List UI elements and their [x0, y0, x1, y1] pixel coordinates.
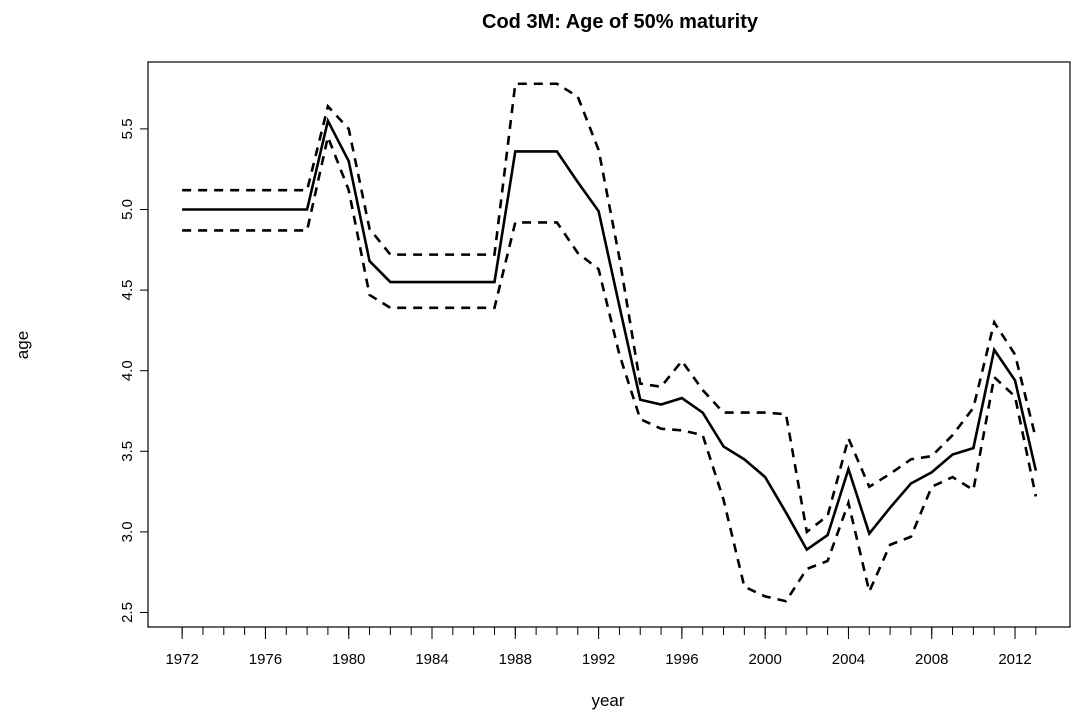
x-tick-label: 1976: [249, 651, 282, 668]
y-tick-label: 2.5: [119, 602, 136, 623]
x-tick-label: 1988: [499, 651, 532, 668]
y-tick-label: 3.5: [119, 441, 136, 462]
x-tick-label: 2000: [748, 651, 781, 668]
y-tick-label: 4.5: [119, 280, 136, 301]
x-axis-label: year: [591, 691, 624, 710]
y-tick-label: 5.5: [119, 118, 136, 139]
x-tick-label: 2004: [832, 651, 865, 668]
chart-title: Cod 3M: Age of 50% maturity: [482, 11, 759, 33]
x-tick-label: 1972: [165, 651, 198, 668]
series-line: [182, 82, 1038, 535]
x-tick-label: 1992: [582, 651, 615, 668]
x-tick-label: 2012: [998, 651, 1031, 668]
plot-frame: [147, 61, 1071, 628]
y-axis-label: age: [13, 331, 32, 359]
x-tick-label: 2008: [915, 651, 948, 668]
series-line: [182, 117, 1038, 552]
x-tick-label: 1996: [665, 651, 698, 668]
y-tick-label: 3.0: [119, 521, 136, 542]
series-line: [182, 132, 1038, 603]
x-tick-label: 1980: [332, 651, 365, 668]
x-tick-label: 1984: [415, 651, 448, 668]
y-tick-label: 5.0: [119, 199, 136, 220]
y-tick-label: 4.0: [119, 360, 136, 381]
